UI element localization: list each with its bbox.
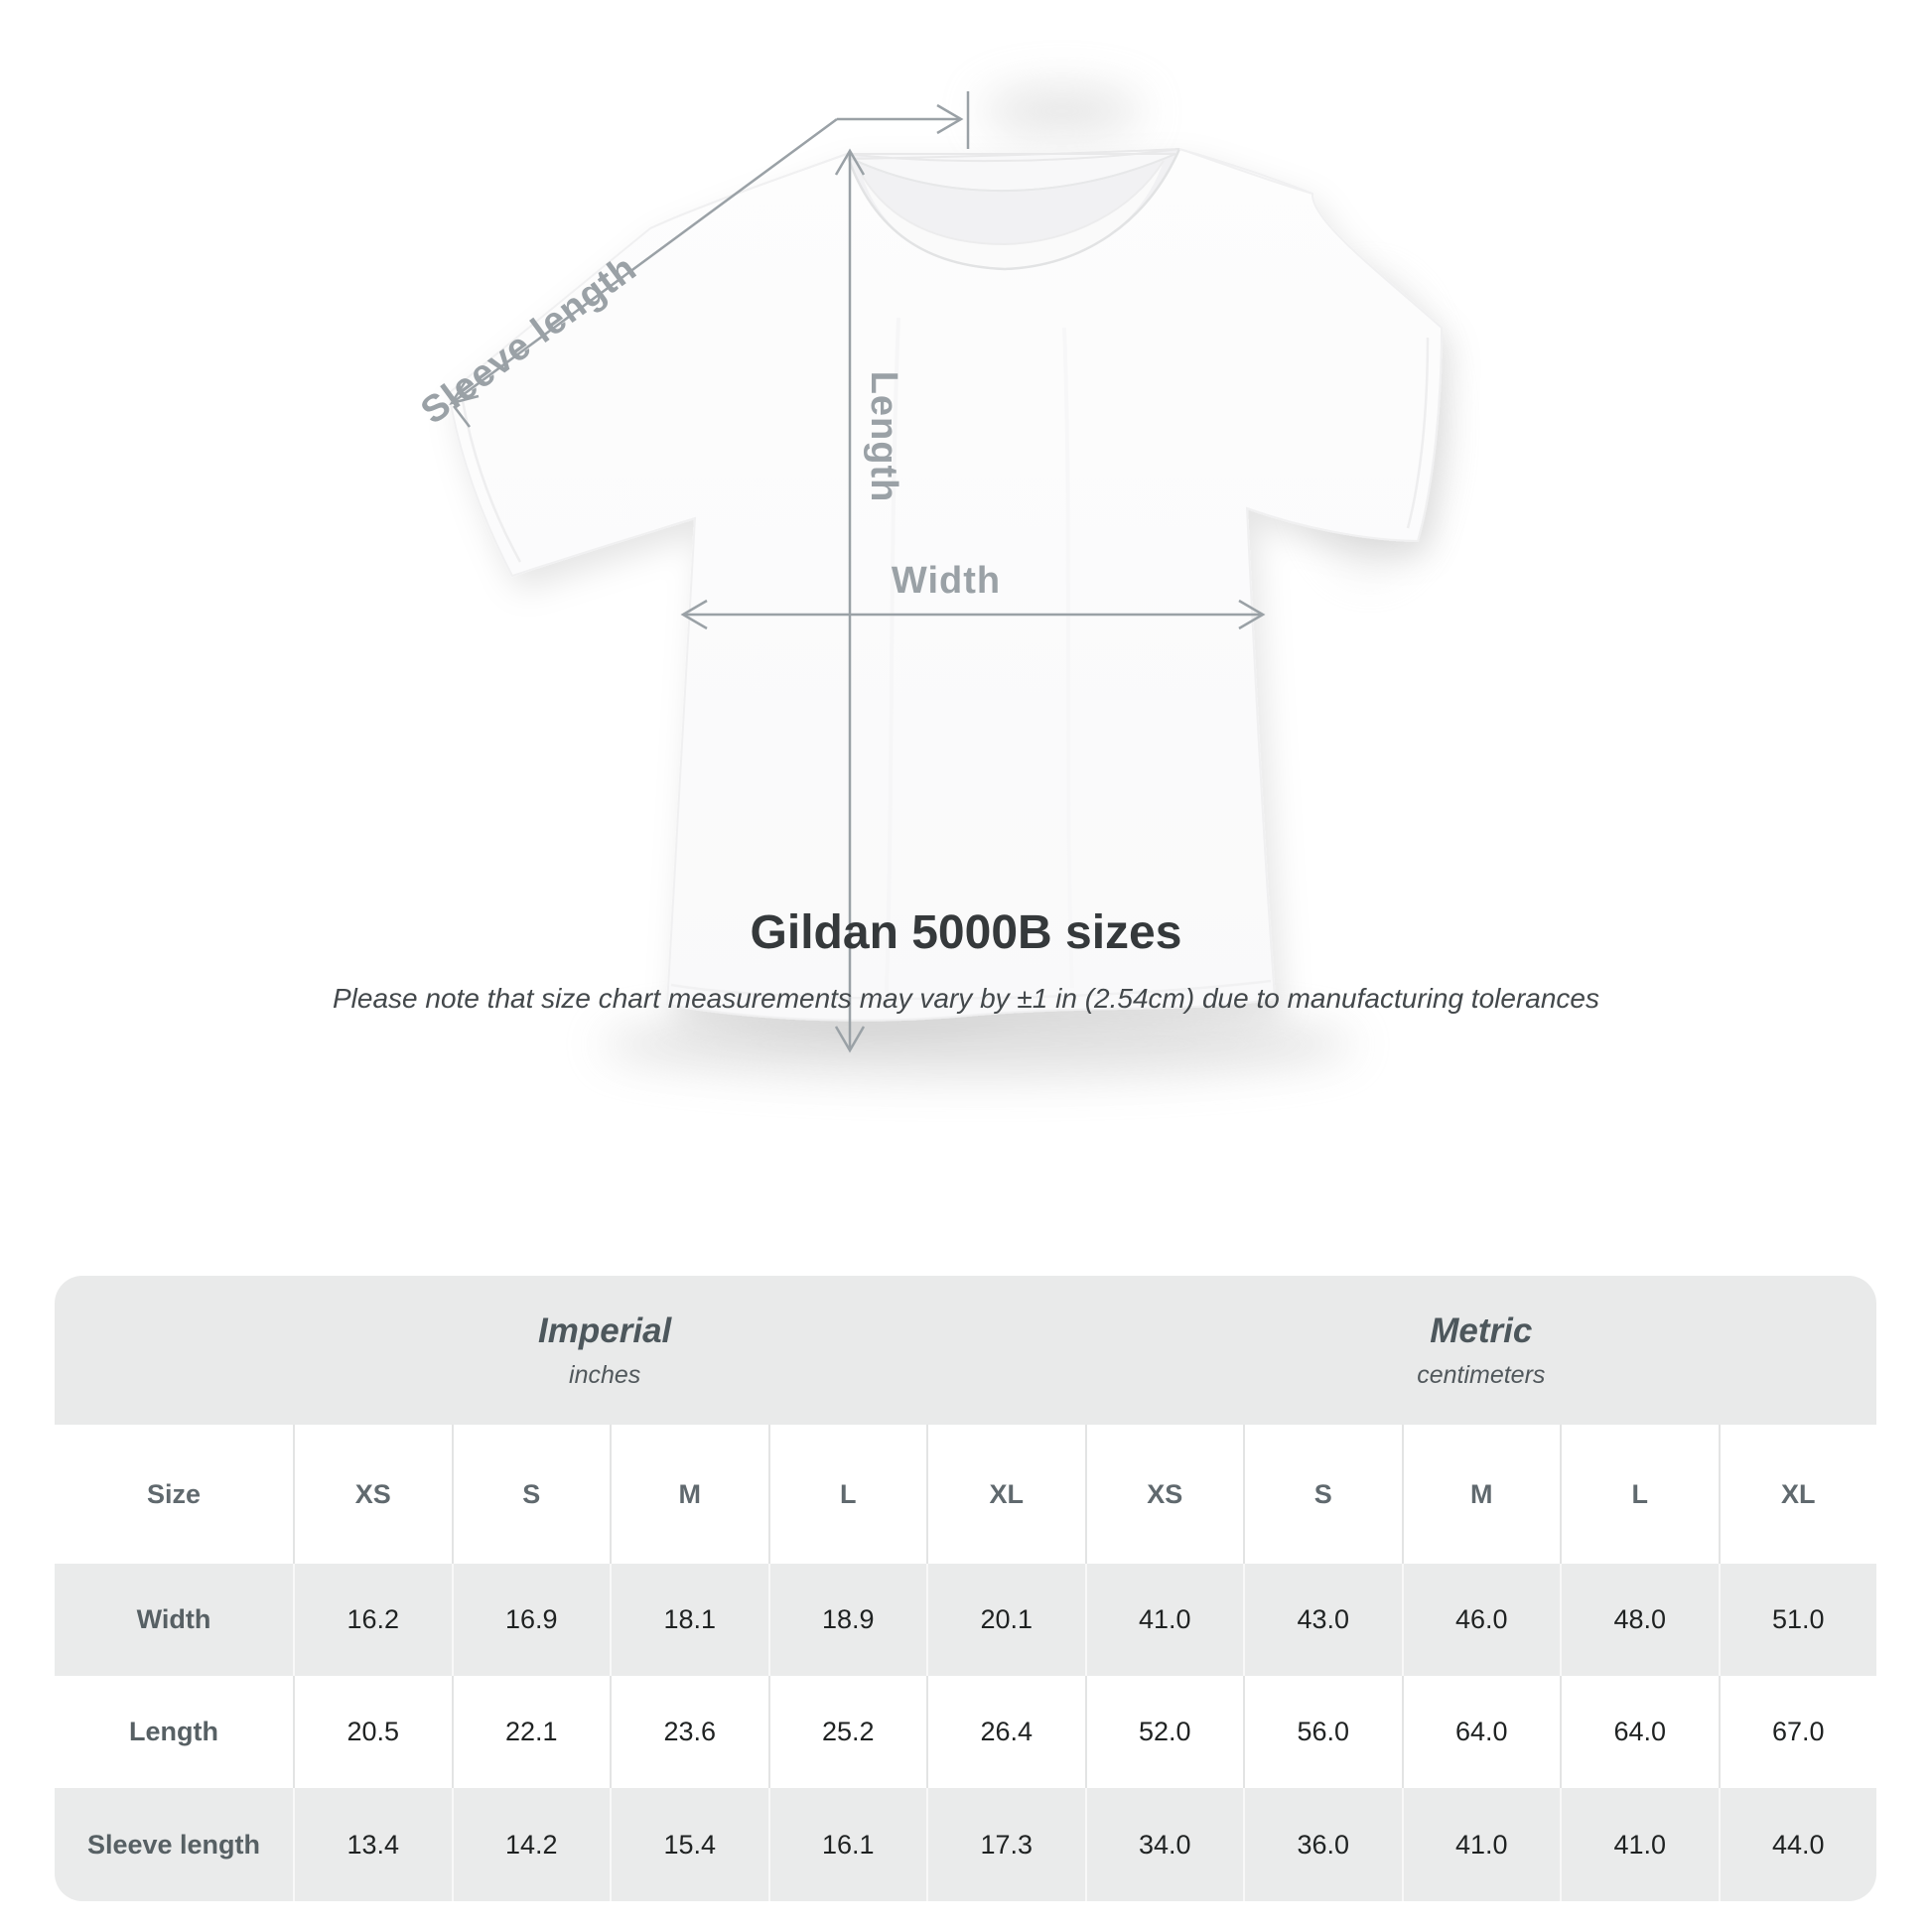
sleeve-metric-xs: 34.0	[1084, 1788, 1244, 1901]
length-arrow	[834, 148, 866, 1053]
metric-unit: centimeters	[1417, 1360, 1546, 1389]
width-imperial-xl: 20.1	[926, 1564, 1085, 1676]
length-imperial-xl: 26.4	[926, 1676, 1085, 1788]
width-metric-xl: 51.0	[1718, 1564, 1877, 1676]
width-metric-xs: 41.0	[1084, 1564, 1244, 1676]
imperial-size-xl: XL	[926, 1425, 1085, 1564]
length-imperial-l: 25.2	[767, 1676, 927, 1788]
length-imperial-m: 23.6	[610, 1676, 768, 1788]
sleeve-imperial-l: 16.1	[767, 1788, 927, 1901]
length-metric-xl: 67.0	[1718, 1676, 1877, 1788]
tshirt-measurement-diagram: Sleeve length Length Width	[414, 87, 1444, 1076]
width-arrow	[680, 599, 1266, 630]
metric-size-xs: XS	[1084, 1425, 1244, 1564]
length-imperial-s: 22.1	[451, 1676, 611, 1788]
width-imperial-s: 16.9	[451, 1564, 611, 1676]
width-imperial-xs: 16.2	[293, 1564, 452, 1676]
table-row-sleeve-length: Sleeve length 13.4 14.2 15.4 16.1 17.3 3…	[55, 1788, 1876, 1901]
row-label: Length	[129, 1717, 218, 1746]
width-metric-m: 46.0	[1401, 1564, 1561, 1676]
sleeve-imperial-xs: 13.4	[293, 1788, 452, 1901]
size-header-cell: Size	[146, 1478, 202, 1509]
sleeve-imperial-xl: 17.3	[926, 1788, 1085, 1901]
row-label: Width	[136, 1604, 211, 1634]
length-metric-xs: 52.0	[1084, 1676, 1244, 1788]
collar-front-band	[862, 161, 1164, 269]
tshirt-illustration	[447, 147, 1444, 1022]
sleeve-imperial-s: 14.2	[451, 1788, 611, 1901]
tolerance-note: Please note that size chart measurements…	[333, 983, 1599, 1014]
width-metric-s: 43.0	[1243, 1564, 1402, 1676]
length-metric-l: 64.0	[1560, 1676, 1719, 1788]
imperial-size-l: L	[767, 1425, 927, 1564]
sleeve-metric-s: 36.0	[1243, 1788, 1402, 1901]
width-label: Width	[892, 560, 1001, 602]
imperial-label: Imperial	[538, 1311, 672, 1350]
sleeve-metric-m: 41.0	[1401, 1788, 1561, 1901]
width-imperial-l: 18.9	[767, 1564, 927, 1676]
metric-size-m: M	[1401, 1425, 1561, 1564]
length-metric-m: 64.0	[1401, 1676, 1561, 1788]
width-metric-l: 48.0	[1560, 1564, 1719, 1676]
metric-size-xl: XL	[1718, 1425, 1877, 1564]
unit-group-imperial: Imperial inches	[538, 1276, 671, 1425]
metric-label: Metric	[1430, 1311, 1533, 1350]
metric-size-s: S	[1243, 1425, 1402, 1564]
table-row-width: Width 16.2 16.9 18.1 18.9 20.1 41.0 43.0…	[55, 1564, 1876, 1676]
unit-group-metric: Metric centimeters	[1417, 1276, 1545, 1425]
sleeve-length-arrow	[449, 91, 970, 428]
length-metric-s: 56.0	[1243, 1676, 1402, 1788]
imperial-size-m: M	[610, 1425, 768, 1564]
page-title: Gildan 5000B sizes	[750, 906, 1182, 959]
width-imperial-m: 18.1	[610, 1564, 768, 1676]
unit-band: Imperial inches Metric centimeters	[55, 1276, 1876, 1425]
sleeve-metric-xl: 44.0	[1718, 1788, 1877, 1901]
imperial-size-s: S	[451, 1425, 611, 1564]
imperial-size-xs: XS	[293, 1425, 452, 1564]
size-table: Imperial inches Metric centimeters Size …	[55, 1276, 1876, 1901]
table-header-row: Size XS S M L XL XS S M L XL	[55, 1425, 1876, 1564]
length-label: Length	[863, 371, 904, 503]
measurement-annotations	[449, 91, 1266, 1053]
row-label: Sleeve length	[86, 1829, 261, 1860]
metric-size-l: L	[1560, 1425, 1719, 1564]
imperial-unit: inches	[569, 1360, 641, 1389]
sleeve-imperial-m: 15.4	[610, 1788, 768, 1901]
sleeve-metric-l: 41.0	[1560, 1788, 1719, 1901]
length-imperial-xs: 20.5	[293, 1676, 452, 1788]
table-row-length: Length 20.5 22.1 23.6 25.2 26.4 52.0 56.…	[55, 1676, 1876, 1788]
